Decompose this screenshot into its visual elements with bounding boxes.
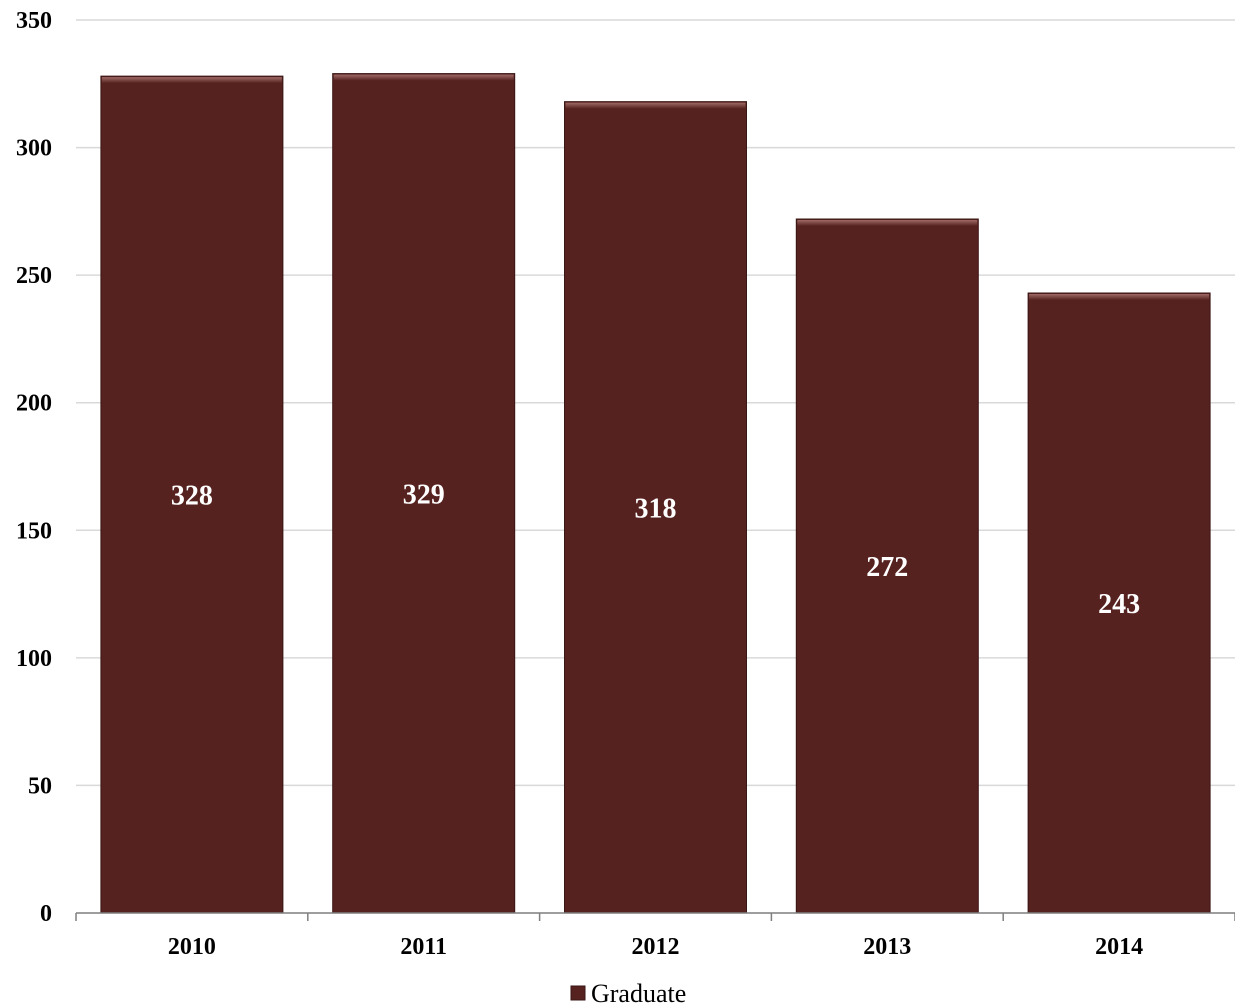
y-tick-label: 100 xyxy=(16,646,52,672)
bar-2011 xyxy=(332,73,516,914)
y-tick-label: 50 xyxy=(28,773,52,799)
bars xyxy=(100,73,1211,914)
y-tick-label: 0 xyxy=(40,901,52,927)
bar-bevel-2011 xyxy=(333,74,514,81)
data-label-2010: 328 xyxy=(171,481,213,512)
legend-swatch-graduate xyxy=(570,985,586,1001)
bar-2012 xyxy=(564,101,747,914)
data-label-2011: 329 xyxy=(403,479,445,510)
legend-label-graduate: Graduate xyxy=(591,979,686,1007)
bar-bevel-2012 xyxy=(565,102,746,109)
x-tick-label: 2014 xyxy=(1095,934,1143,960)
data-label-2013: 272 xyxy=(866,552,908,583)
x-tick-label: 2011 xyxy=(400,934,447,960)
y-tick-label: 300 xyxy=(16,136,52,162)
bar-2013 xyxy=(795,218,979,914)
x-axis-ticks: 2010 2011 2012 2013 2014 xyxy=(75,913,1235,960)
y-axis-ticks: 0 50 100 150 200 250 300 350 xyxy=(16,8,52,927)
y-tick-label: 250 xyxy=(16,263,52,289)
y-tick-label: 150 xyxy=(16,518,52,544)
data-label-2012: 318 xyxy=(635,493,677,524)
x-tick-label: 2012 xyxy=(632,934,680,960)
bar-2014 xyxy=(1027,292,1211,914)
bar-bevel-2013 xyxy=(797,220,978,227)
data-label-2014: 243 xyxy=(1098,589,1140,620)
y-tick-label: 200 xyxy=(16,391,52,417)
x-tick-label: 2010 xyxy=(168,934,216,960)
legend: Graduate xyxy=(570,979,686,1007)
data-labels: 328 329 318 272 243 xyxy=(171,479,1140,620)
bar-bevel-2014 xyxy=(1029,294,1210,301)
bar-bevel-2010 xyxy=(101,77,282,84)
x-tick-label: 2013 xyxy=(863,934,911,960)
y-tick-label: 350 xyxy=(16,8,52,34)
